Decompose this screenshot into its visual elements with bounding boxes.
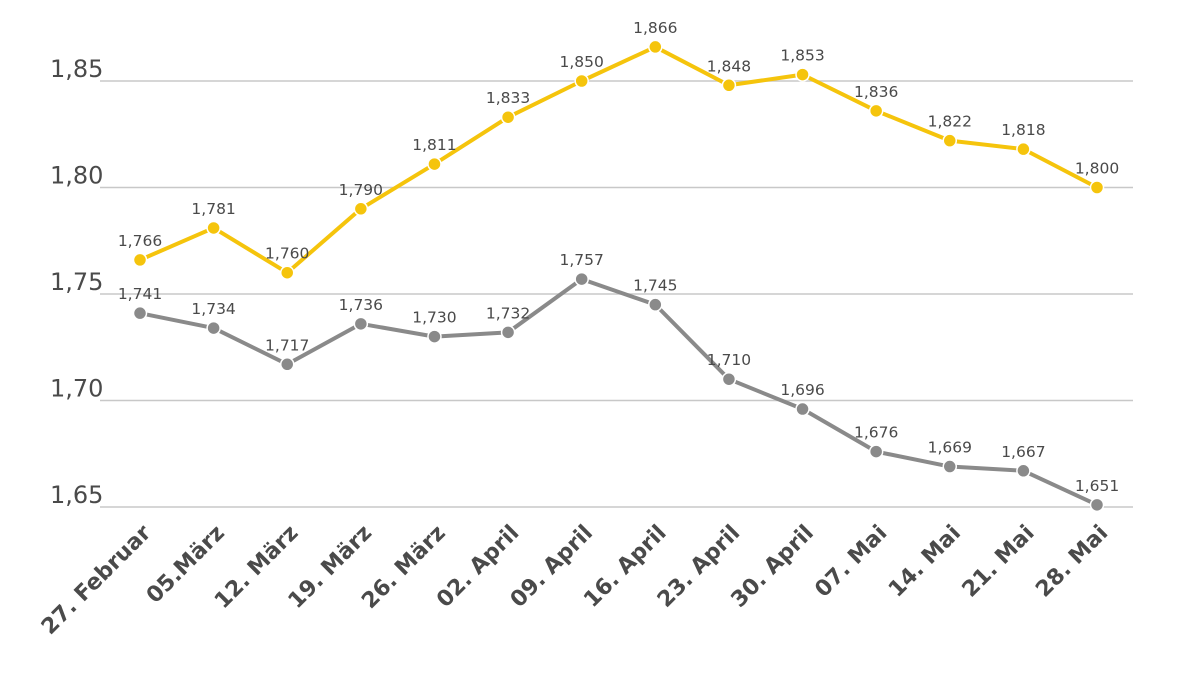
data-point bbox=[206, 220, 221, 236]
data-label: 1,800 bbox=[1075, 160, 1119, 178]
x-tick-label: 21. Mai bbox=[958, 521, 1040, 603]
data-label: 1,732 bbox=[486, 304, 530, 322]
data-label: 1,745 bbox=[633, 277, 677, 295]
data-label: 1,717 bbox=[265, 336, 309, 354]
data-point bbox=[574, 73, 589, 89]
data-label: 1,766 bbox=[118, 232, 162, 250]
data-point bbox=[1016, 463, 1031, 479]
data-label: 1,736 bbox=[339, 296, 383, 314]
data-point bbox=[206, 320, 221, 336]
data-point bbox=[942, 459, 958, 474]
data-point bbox=[648, 39, 663, 55]
data-point bbox=[721, 371, 737, 387]
data-point bbox=[795, 401, 810, 417]
x-tick-label: 27. Februar bbox=[37, 520, 156, 639]
data-label: 1,696 bbox=[780, 381, 824, 399]
data-label: 1,760 bbox=[265, 245, 309, 263]
data-label: 1,836 bbox=[854, 83, 898, 101]
data-label: 1,790 bbox=[339, 181, 383, 199]
data-label: 1,730 bbox=[412, 309, 456, 327]
data-point bbox=[648, 297, 663, 312]
series-line bbox=[138, 277, 1099, 507]
data-label: 1,741 bbox=[118, 285, 162, 303]
data-label: 1,848 bbox=[707, 57, 751, 75]
data-point bbox=[427, 329, 442, 344]
data-point bbox=[942, 133, 958, 148]
data-point bbox=[1016, 141, 1031, 157]
series-line bbox=[138, 44, 1099, 275]
y-axis-ticks: 1,85 1,80 1,75 1,70 1,65 bbox=[50, 55, 103, 509]
data-label: 1,866 bbox=[633, 19, 677, 37]
data-label: 1,651 bbox=[1075, 477, 1119, 495]
series-group: 1,766 1,781 1,760 1,790 1,811 1,833 1,850 1,866… bbox=[118, 19, 1119, 513]
series-upper-series: 1,766 1,781 1,760 1,790 1,811 1,833 1,850 1,866… bbox=[118, 19, 1119, 280]
data-point bbox=[353, 201, 369, 217]
data-point bbox=[1089, 180, 1105, 195]
data-point bbox=[132, 252, 148, 268]
data-label: 1,667 bbox=[1001, 443, 1045, 461]
data-point bbox=[721, 78, 737, 93]
data-point bbox=[1089, 497, 1105, 513]
series-lower-series: 1,741 1,734 1,717 1,736 1,730 1,732 1,757 1,745… bbox=[118, 251, 1119, 513]
y-tick-label: 1,75 bbox=[50, 268, 103, 296]
gridlines bbox=[100, 80, 1133, 508]
x-tick-label: 07. Mai bbox=[810, 521, 892, 603]
data-label: 1,781 bbox=[191, 200, 235, 218]
data-label: 1,710 bbox=[707, 351, 751, 369]
y-tick-label: 1,80 bbox=[50, 162, 103, 190]
data-label: 1,822 bbox=[928, 113, 972, 131]
data-label: 1,669 bbox=[928, 439, 972, 457]
y-tick-label: 1,65 bbox=[50, 481, 103, 509]
data-point bbox=[500, 109, 516, 125]
data-label: 1,757 bbox=[560, 251, 604, 269]
x-tick-label: 14. Mai bbox=[884, 521, 966, 603]
data-point bbox=[574, 271, 589, 287]
data-label: 1,734 bbox=[191, 300, 235, 318]
data-point bbox=[279, 357, 295, 372]
data-point bbox=[795, 67, 810, 82]
data-label: 1,811 bbox=[412, 136, 456, 154]
data-label: 1,833 bbox=[486, 89, 530, 107]
data-point bbox=[500, 325, 516, 340]
data-point bbox=[427, 156, 442, 172]
data-label: 1,676 bbox=[854, 424, 898, 442]
data-label: 1,853 bbox=[780, 47, 824, 65]
data-point bbox=[132, 305, 148, 321]
x-tick-label: 28. Mai bbox=[1031, 521, 1113, 603]
data-point bbox=[868, 103, 884, 119]
data-point bbox=[868, 444, 884, 459]
data-point bbox=[353, 316, 369, 332]
data-label: 1,850 bbox=[560, 53, 604, 71]
data-point bbox=[279, 265, 295, 280]
y-tick-label: 1,85 bbox=[50, 55, 103, 83]
y-tick-label: 1,70 bbox=[50, 375, 103, 403]
data-label: 1,818 bbox=[1001, 121, 1045, 139]
